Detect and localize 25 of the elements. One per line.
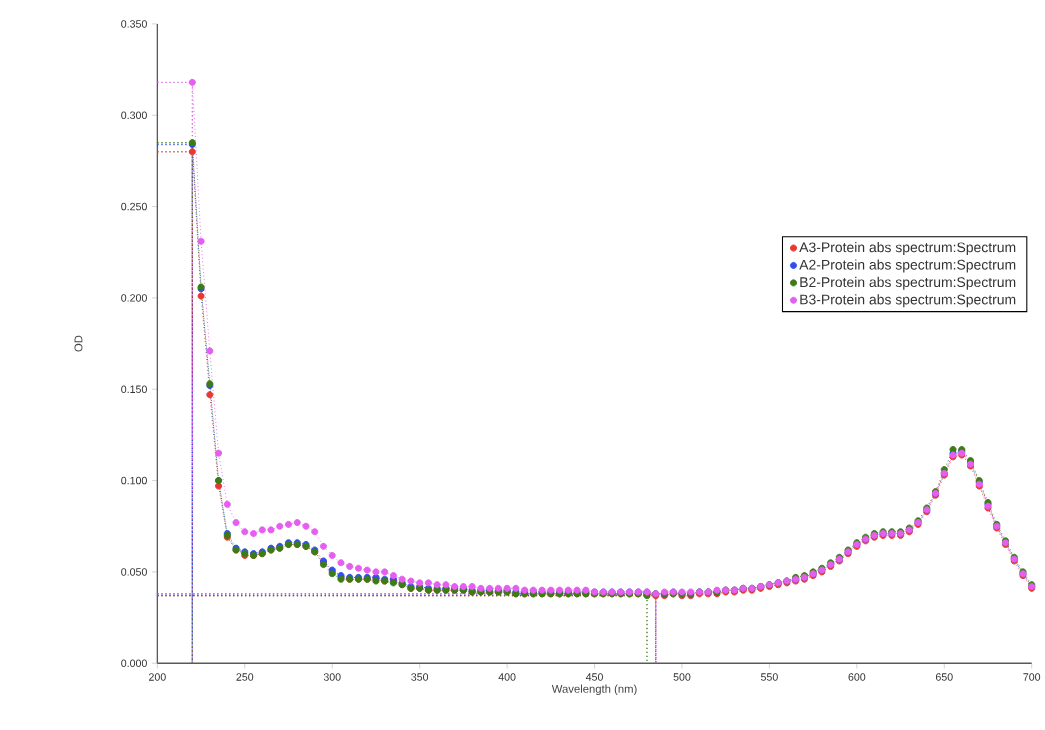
x-tick-label: 400	[498, 673, 516, 681]
x-tick-label: 450	[585, 673, 603, 681]
legend-label: B3-Protein abs spectrum:Spectrum	[800, 294, 1016, 308]
y-tick-label: 0.250	[121, 202, 147, 211]
x-tick-label: 350	[411, 673, 429, 681]
x-tick-label: 200	[149, 673, 166, 681]
x-tick-label: 550	[760, 673, 778, 681]
x-axis-title: Wavelength (nm)	[551, 684, 637, 696]
y-axis-title: OD	[74, 335, 83, 352]
x-tick-label: 500	[673, 673, 691, 681]
legend-label: B2-Protein abs spectrum:Spectrum	[800, 276, 1016, 290]
y-tick-label: 0.000	[121, 659, 147, 668]
y-tick-label: 0.300	[121, 111, 147, 120]
legend-label: A3-Protein abs spectrum:Spectrum	[799, 242, 1016, 256]
x-tick-label: 700	[1023, 673, 1041, 681]
y-tick-label: 0.350	[121, 20, 147, 28]
x-tick-label: 650	[935, 673, 953, 681]
y-tick-label: 0.100	[121, 476, 147, 485]
legend-label: A2-Protein abs spectrum:Spectrum	[799, 259, 1016, 273]
y-tick-label: 0.200	[121, 294, 147, 302]
y-tick-label: 0.150	[121, 385, 147, 394]
x-tick-label: 600	[848, 673, 866, 681]
y-tick-label: 0.050	[121, 568, 147, 576]
x-tick-label: 250	[236, 673, 254, 681]
x-tick-label: 300	[323, 673, 341, 681]
